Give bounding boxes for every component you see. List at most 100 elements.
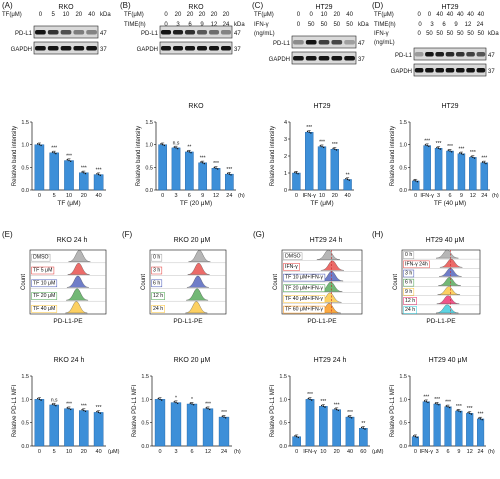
- histogram-peak: [65, 301, 88, 314]
- flow-x-label: PD-L1-PE: [307, 318, 337, 325]
- condition-value: 40: [467, 12, 474, 18]
- significance-label: ***: [467, 406, 473, 412]
- data-point: [159, 398, 161, 401]
- data-point: [459, 411, 462, 413]
- kda-header: kDa: [488, 31, 499, 37]
- data-point: [413, 435, 415, 437]
- bar: [292, 172, 301, 191]
- blot-band: [73, 46, 85, 51]
- track-label-chip: [151, 253, 163, 262]
- data-point: [335, 149, 338, 151]
- bar: [79, 410, 89, 447]
- condition-value: 0: [417, 12, 421, 18]
- panel-letter: (F): [122, 230, 133, 239]
- blot-band: [160, 30, 172, 35]
- data-point: [309, 398, 311, 401]
- x-unit-label: (μM): [108, 449, 120, 455]
- x-axis-label: TF (μM): [57, 200, 80, 207]
- y-tick-label: 0.5: [399, 165, 407, 171]
- x-tick-label: 6: [188, 193, 191, 199]
- data-point: [190, 152, 192, 154]
- condition-value: 0: [297, 12, 301, 18]
- chart-title: RKO: [188, 103, 204, 110]
- data-point: [207, 407, 209, 410]
- x-tick-label: IFN-γ: [420, 193, 434, 199]
- flow-panel-e: (E) RKO 24 h DMSO TF 5 μM TF 10 μM TF 20 μM TF…: [2, 230, 107, 325]
- data-point: [173, 146, 176, 148]
- bar: [457, 153, 466, 191]
- significance-label: ***: [470, 150, 476, 156]
- data-point: [424, 144, 427, 146]
- x-tick-label: 0: [295, 449, 298, 455]
- data-point: [51, 151, 54, 153]
- track-label-chip: [31, 279, 58, 288]
- y-tick-label: 0.0: [145, 188, 153, 194]
- significance-label: ***: [347, 410, 353, 416]
- cell-line-label: RKO: [58, 4, 74, 11]
- flow-panel-g: (G) HT29 24 h DMSO IFN-γ TF 10 μM+IFN-γ TF 20…: [253, 230, 363, 325]
- blot-membrane: [159, 25, 233, 39]
- blot-band: [305, 40, 317, 45]
- significance-label: ***: [226, 167, 232, 173]
- track-label-chip: [283, 252, 303, 261]
- y-tick-label: 0.5: [399, 421, 407, 427]
- x-tick-label: 12: [470, 193, 476, 199]
- significance-label: ***: [332, 142, 338, 148]
- track-label-chip: [151, 266, 163, 275]
- significance-label: ***: [213, 161, 219, 167]
- histogram-peak: [187, 262, 210, 275]
- blot-band: [293, 56, 304, 61]
- significance-label: ***: [320, 399, 326, 405]
- x-axis-label: TF (20 μM): [180, 200, 212, 207]
- y-tick-label: 0.0: [21, 188, 29, 194]
- chart-title: HT29 40 μM: [429, 357, 468, 364]
- condition-value: 20: [333, 12, 340, 18]
- data-point: [447, 149, 450, 151]
- kda-marker: 47: [234, 31, 241, 37]
- histogram-peak: [185, 301, 208, 314]
- protein-label: PD-L1: [141, 31, 159, 37]
- blot-band: [305, 56, 317, 61]
- track-label-chip: [31, 305, 58, 313]
- data-point: [437, 147, 440, 149]
- data-point: [348, 179, 350, 181]
- histogram-peak: [437, 286, 461, 295]
- data-point: [163, 144, 166, 147]
- condition-value: 0: [310, 12, 314, 18]
- kda-marker: 37: [488, 69, 495, 75]
- data-point: [51, 403, 54, 405]
- condition-value: 6: [188, 22, 192, 28]
- data-point: [160, 143, 162, 145]
- data-point: [203, 162, 206, 165]
- cell-line-label: HT29: [441, 4, 458, 11]
- condition-value: 50: [467, 31, 474, 37]
- y-tick-label: 1.0: [21, 143, 29, 149]
- histogram-track-label: 0 h: [153, 255, 160, 261]
- significance-label: ***: [200, 156, 206, 162]
- data-point: [66, 407, 69, 409]
- flow-x-label: PD-L1-PE: [173, 318, 203, 325]
- bar: [170, 402, 182, 447]
- histogram-track-label: IFN-γ: [285, 264, 298, 270]
- data-point: [425, 400, 427, 403]
- bar: [345, 416, 355, 447]
- x-tick-label: 24: [481, 193, 487, 199]
- x-unit-label: (μM): [372, 449, 384, 455]
- x-tick-label: 12: [205, 449, 211, 455]
- x-tick-label: 24: [226, 193, 232, 199]
- track-label-chip: [403, 269, 415, 278]
- histogram-peak: [68, 250, 91, 262]
- flow-title: HT29 40 μM: [426, 237, 465, 244]
- blot-band: [344, 40, 355, 45]
- data-point: [483, 162, 485, 164]
- histogram-track-label: 0 h: [405, 252, 412, 258]
- blot-band: [196, 46, 208, 51]
- track-label-chip: [151, 305, 165, 313]
- condition-value: 12: [465, 22, 472, 28]
- y-tick-label: 1.5: [21, 374, 29, 380]
- data-point: [226, 172, 229, 175]
- bar: [158, 144, 168, 191]
- significance-label: ***: [319, 139, 325, 145]
- condition-row-label: TF(μM): [124, 12, 144, 18]
